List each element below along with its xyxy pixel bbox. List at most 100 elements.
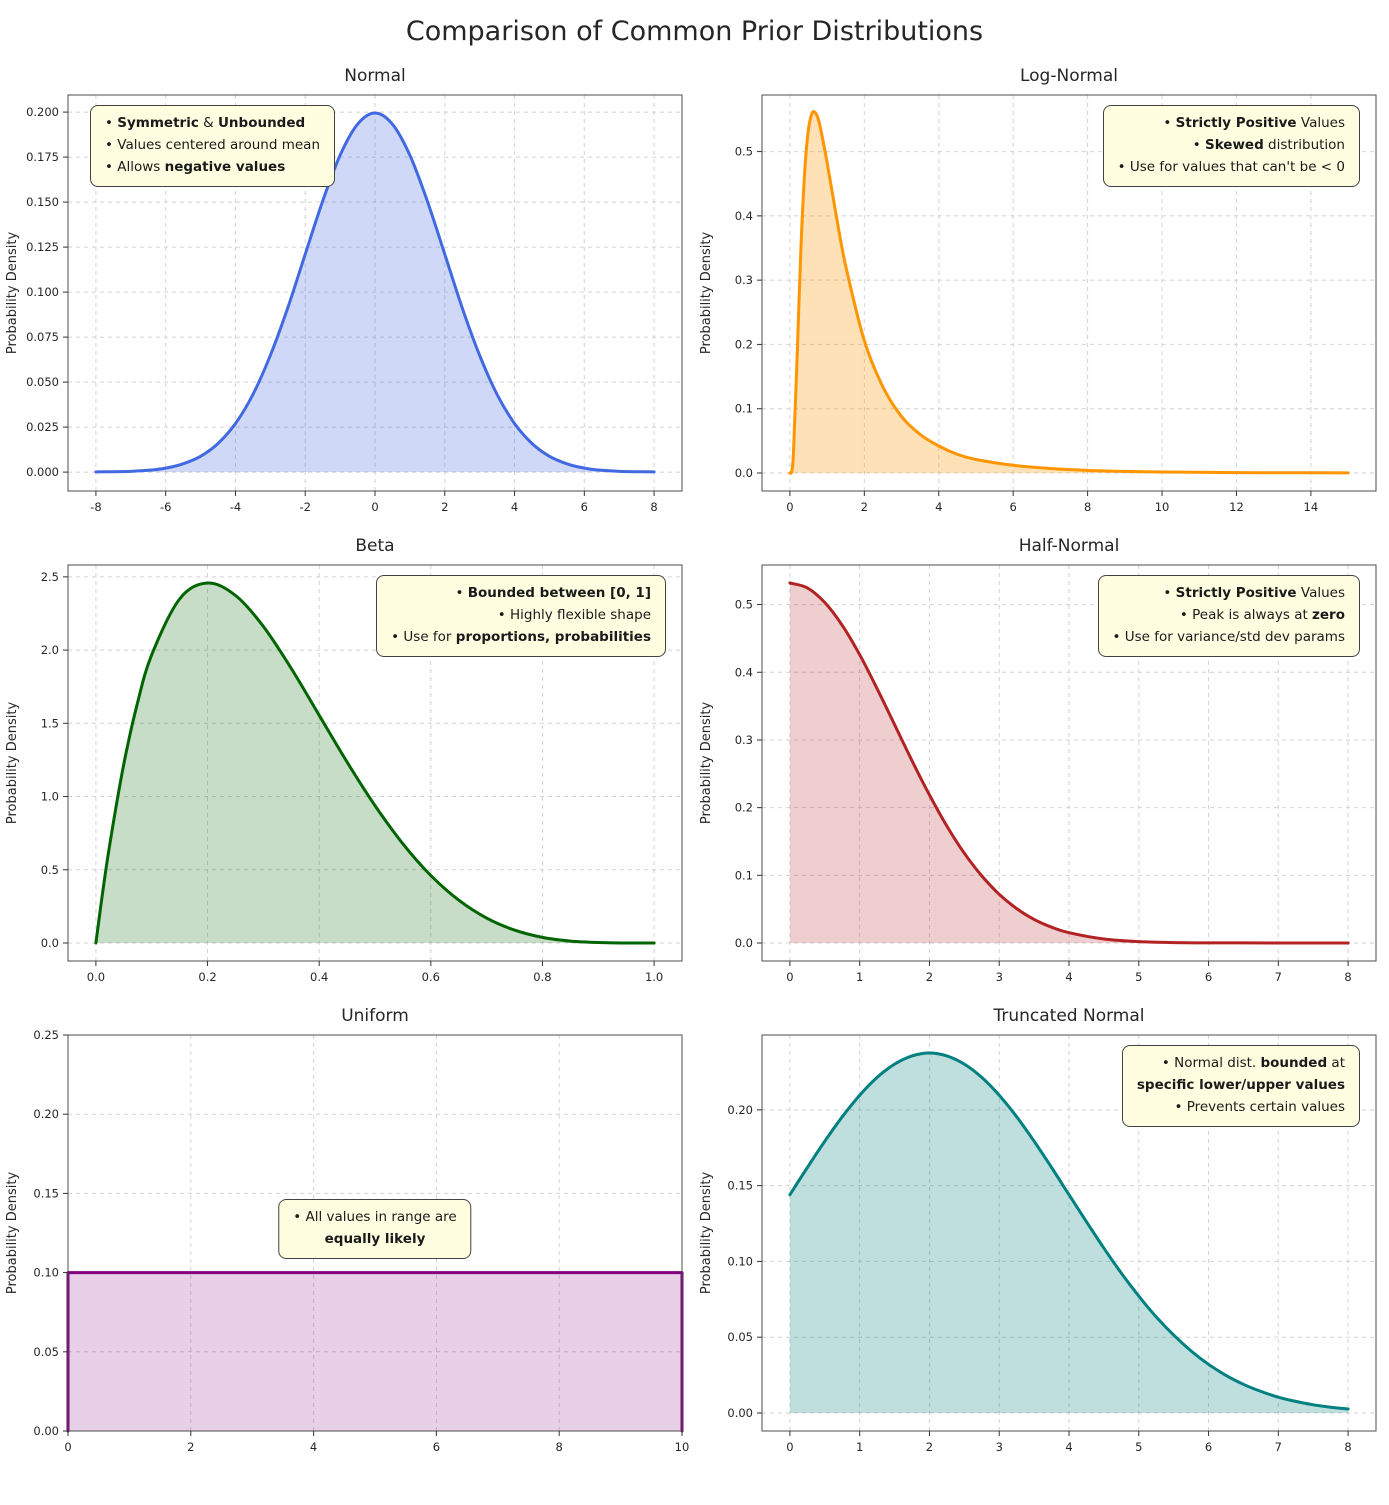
subplot-title: Log-Normal xyxy=(1020,66,1118,86)
svg-text:0.100: 0.100 xyxy=(26,285,59,299)
subplot-log-normal: 0 2 4 6 8 10 12 14 0.0 0.1 0.2 0.3 0.4 0.5 Log-Normal P… xyxy=(694,55,1388,525)
tick-marks xyxy=(63,576,655,966)
annotation-line: • Values centered around mean xyxy=(105,136,320,153)
svg-text:5: 5 xyxy=(1135,970,1142,984)
tick-labels: 0.0 0.2 0.4 0.6 0.8 1.0 0.0 0.5 1.0 1.5 2.0 2.5 xyxy=(41,570,664,984)
area-fill-uniform xyxy=(68,1272,682,1431)
svg-text:2.5: 2.5 xyxy=(41,570,59,584)
area-fill-beta xyxy=(95,582,655,943)
svg-text:4: 4 xyxy=(1065,970,1072,984)
svg-text:0.15: 0.15 xyxy=(33,1186,59,1200)
svg-text:8: 8 xyxy=(1344,970,1351,984)
tick-labels: 0 1 2 3 4 5 6 7 8 0.00 0.05 0.10 0.15 0.20 xyxy=(727,1103,1351,1454)
curve-normal xyxy=(94,111,656,474)
svg-text:8: 8 xyxy=(556,1440,563,1454)
svg-text:0.050: 0.050 xyxy=(26,375,59,389)
tick-labels: 0 1 2 3 4 5 6 7 8 0.0 0.1 0.2 0.3 0.4 0.5 xyxy=(735,598,1352,984)
annotation-normal: • Symmetric & Unbounded • Values centered… xyxy=(90,105,335,187)
svg-text:0.4: 0.4 xyxy=(735,209,753,223)
svg-text:7: 7 xyxy=(1275,1440,1282,1454)
annotation-line: • All values in range are xyxy=(293,1209,457,1225)
svg-text:0.150: 0.150 xyxy=(26,195,59,209)
svg-text:0.10: 0.10 xyxy=(727,1254,753,1268)
svg-text:10: 10 xyxy=(1155,500,1170,514)
svg-text:0: 0 xyxy=(371,500,378,514)
svg-text:0.5: 0.5 xyxy=(735,598,753,612)
chart-svg-normal: -8 -6 -4 -2 0 2 4 6 8 0.000 0.025 0.050 0.075 0.100 0.… xyxy=(5,66,683,514)
svg-text:0: 0 xyxy=(64,1440,71,1454)
annotation-truncated: • Normal dist. bounded at specific lower/… xyxy=(1121,1045,1360,1127)
svg-text:6: 6 xyxy=(581,500,588,514)
subplot-title: Normal xyxy=(344,66,406,86)
svg-text:2: 2 xyxy=(926,970,933,984)
svg-text:0.8: 0.8 xyxy=(533,970,551,984)
annotation-line: • Highly flexible shape xyxy=(497,606,651,623)
svg-text:0.1: 0.1 xyxy=(735,402,753,416)
tick-marks xyxy=(63,1034,683,1436)
svg-text:0.00: 0.00 xyxy=(33,1424,59,1438)
subplot-normal: -8 -6 -4 -2 0 2 4 6 8 0.000 0.025 0.050 0.075 0.100 0.… xyxy=(0,55,694,525)
annotation-line: • Skewed distribution xyxy=(1192,136,1345,153)
svg-text:8: 8 xyxy=(1084,500,1091,514)
svg-text:0.00: 0.00 xyxy=(727,1406,753,1420)
svg-text:0.20: 0.20 xyxy=(33,1107,59,1121)
svg-text:6: 6 xyxy=(1010,500,1017,514)
svg-text:10: 10 xyxy=(675,1440,690,1454)
tick-labels: 0 2 4 6 8 10 12 14 0.0 0.1 0.2 0.3 0.4 0.5 xyxy=(735,145,1318,514)
svg-text:0.200: 0.200 xyxy=(26,105,59,119)
annotation-beta: • Bounded between [0, 1] • Highly flexibl… xyxy=(376,575,666,657)
y-axis-label: Probability Density xyxy=(5,232,20,355)
svg-text:2: 2 xyxy=(187,1440,194,1454)
tick-marks xyxy=(63,111,655,496)
svg-text:0.0: 0.0 xyxy=(87,970,105,984)
gridlines xyxy=(762,95,1376,491)
svg-text:0.6: 0.6 xyxy=(422,970,440,984)
svg-text:0.125: 0.125 xyxy=(26,240,59,254)
tick-marks xyxy=(757,1109,1349,1436)
svg-text:-6: -6 xyxy=(160,500,171,514)
svg-text:1: 1 xyxy=(856,1440,863,1454)
curve-truncated xyxy=(788,1051,1350,1411)
svg-text:1.0: 1.0 xyxy=(41,790,59,804)
annotation-line: • Strictly Positive Values xyxy=(1163,115,1345,131)
svg-text:0.05: 0.05 xyxy=(33,1345,59,1359)
svg-text:6: 6 xyxy=(1205,1440,1212,1454)
svg-text:4: 4 xyxy=(1065,1440,1072,1454)
svg-text:4: 4 xyxy=(935,500,942,514)
svg-text:0: 0 xyxy=(786,970,793,984)
svg-text:0.20: 0.20 xyxy=(727,1103,753,1117)
annotation-line: • Strictly Positive Values xyxy=(1163,585,1345,601)
curve-halfnormal xyxy=(788,581,1350,945)
svg-text:-2: -2 xyxy=(299,500,310,514)
tick-labels: 0 2 4 6 8 10 0.00 0.05 0.10 0.15 0.20 0.25 xyxy=(33,1028,689,1454)
svg-text:0.2: 0.2 xyxy=(735,337,753,351)
y-axis-label: Probability Density xyxy=(699,1172,714,1295)
svg-text:0.0: 0.0 xyxy=(41,936,59,950)
svg-text:0.0: 0.0 xyxy=(735,466,753,480)
svg-text:1: 1 xyxy=(856,970,863,984)
annotation-line: • Bounded between [0, 1] xyxy=(455,585,651,601)
curve-lognormal xyxy=(788,110,1350,475)
svg-text:0.05: 0.05 xyxy=(727,1330,753,1344)
svg-text:0.2: 0.2 xyxy=(735,801,753,815)
annotation-line: • Allows negative values xyxy=(105,158,286,175)
svg-text:0.5: 0.5 xyxy=(735,145,753,159)
annotation-halfnormal: • Strictly Positive Values • Peak is alwa… xyxy=(1097,575,1360,657)
svg-text:1.5: 1.5 xyxy=(41,716,59,730)
svg-text:3: 3 xyxy=(996,970,1003,984)
tick-labels: -8 -6 -4 -2 0 2 4 6 8 0.000 0.025 0.050 0.075 0.100 0.… xyxy=(26,105,658,514)
svg-text:3: 3 xyxy=(996,1440,1003,1454)
svg-text:0: 0 xyxy=(786,500,793,514)
svg-text:0.000: 0.000 xyxy=(26,465,59,479)
annotation-line: • Use for variance/std dev params xyxy=(1112,628,1345,645)
figure: Comparison of Common Prior Distributions… xyxy=(0,16,1389,1465)
svg-text:0.3: 0.3 xyxy=(735,273,753,287)
svg-text:0.2: 0.2 xyxy=(198,970,216,984)
svg-text:-4: -4 xyxy=(230,500,241,514)
svg-text:6: 6 xyxy=(433,1440,440,1454)
svg-text:0.25: 0.25 xyxy=(33,1028,59,1042)
chart-svg-truncated: 0 1 2 3 4 5 6 7 8 0.00 0.05 0.10 0.15 0.20 Truncated N… xyxy=(699,1006,1377,1454)
y-axis-label: Probability Density xyxy=(5,1172,20,1295)
area-fill-normal xyxy=(95,113,655,473)
svg-text:0.3: 0.3 xyxy=(735,733,753,747)
